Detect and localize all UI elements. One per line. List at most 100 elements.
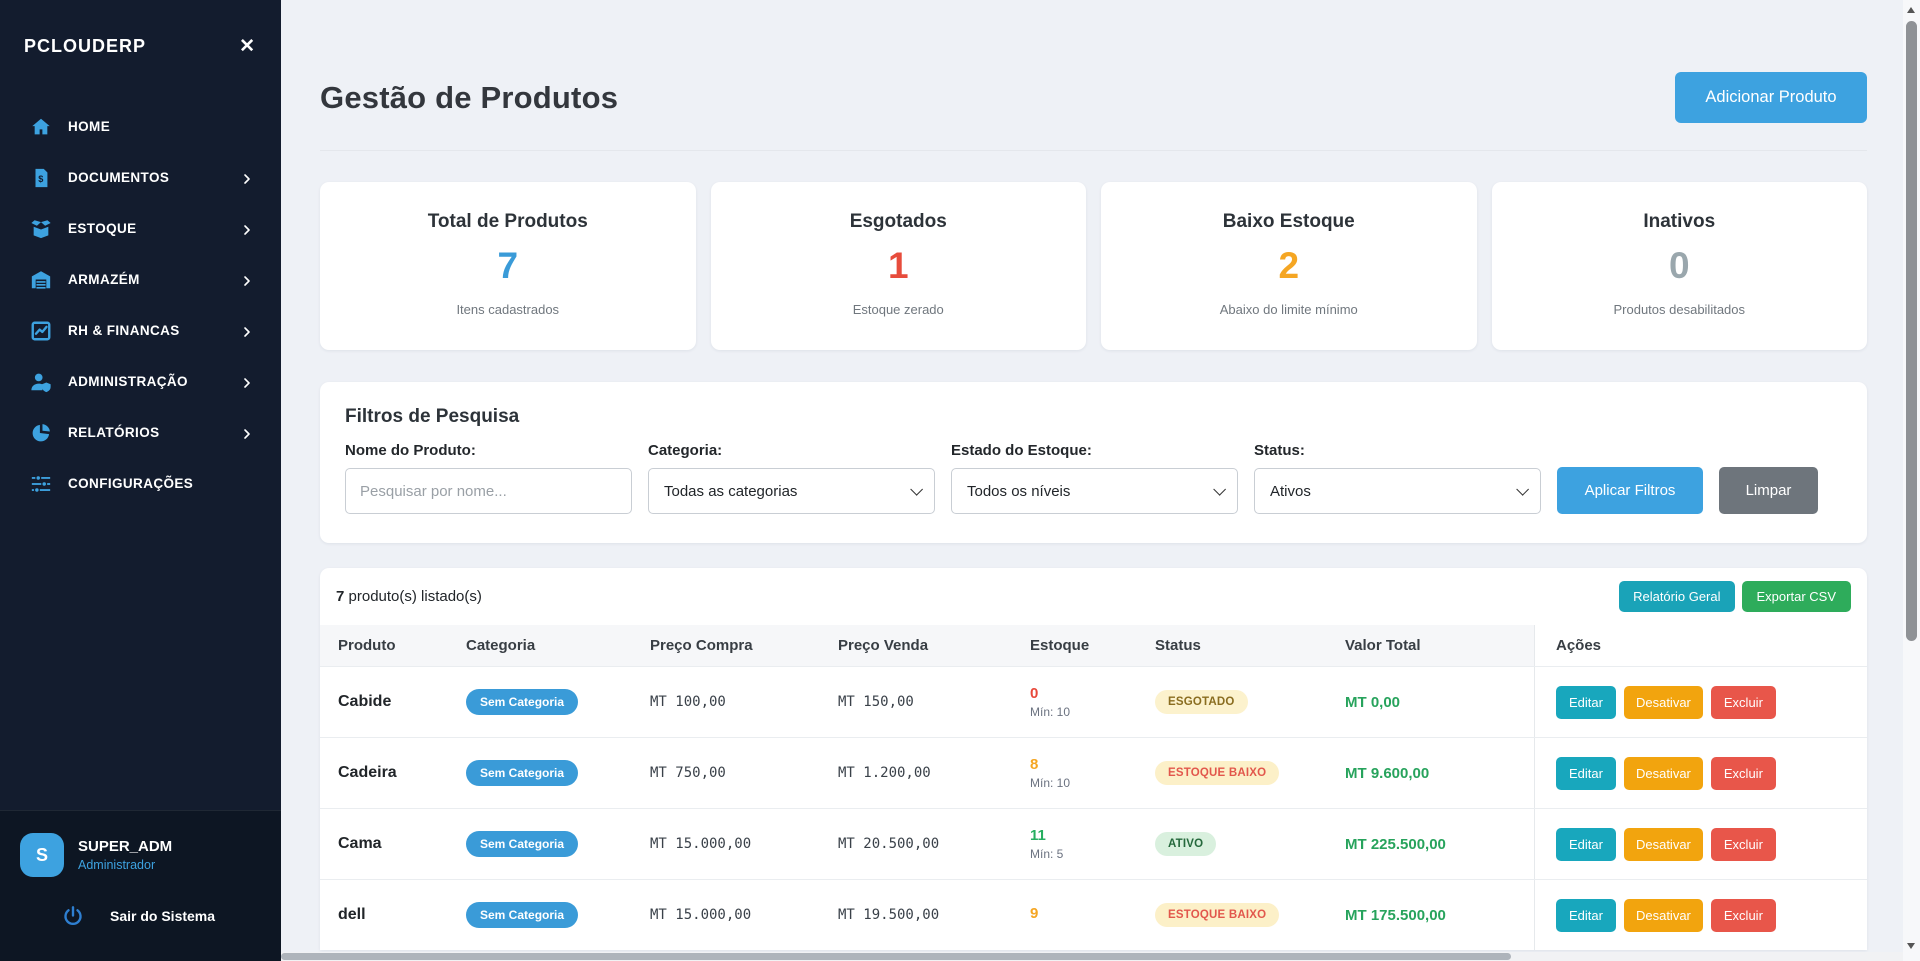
edit-button[interactable]: Editar	[1556, 899, 1616, 932]
sale-price: MT 150,00	[838, 694, 1030, 710]
sale-price: MT 1.200,00	[838, 765, 1030, 781]
stock-quantity: 0	[1030, 685, 1155, 702]
box-open-icon	[30, 218, 52, 240]
chevron-right-icon	[241, 223, 253, 235]
status-label: Status:	[1254, 442, 1541, 459]
stat-card-baixo-estoque: Baixo Estoque 2 Abaixo do limite mínimo	[1101, 182, 1477, 350]
stat-subtitle: Estoque zerado	[711, 302, 1087, 317]
status-badge: ESTOQUE BAIXO	[1155, 761, 1279, 785]
stock-minimum: Mín: 10	[1030, 776, 1155, 790]
vertical-scrollbar[interactable]	[1903, 0, 1920, 961]
brand-logo: PCLOUDERP	[24, 36, 146, 57]
table-row: Cadeira Sem Categoria MT 750,00 MT 1.200…	[320, 737, 1867, 808]
sidebar-item-configuracoes[interactable]: CONFIGURAÇÕES	[0, 458, 281, 509]
status-badge: ATIVO	[1155, 832, 1216, 856]
sidebar-item-home[interactable]: HOME	[0, 101, 281, 152]
main-content: Gestão de Produtos Adicionar Produto Tot…	[281, 0, 1903, 952]
page-title: Gestão de Produtos	[320, 80, 618, 116]
search-input[interactable]	[345, 468, 632, 514]
disable-button[interactable]: Desativar	[1624, 899, 1703, 932]
stock-state-select[interactable]: Todos os níveis	[951, 468, 1238, 514]
disable-button[interactable]: Desativar	[1624, 828, 1703, 861]
scroll-down-arrow[interactable]	[1907, 943, 1915, 949]
disable-button[interactable]: Desativar	[1624, 757, 1703, 790]
stat-card-esgotados: Esgotados 1 Estoque zerado	[711, 182, 1087, 350]
purchase-price: MT 15.000,00	[650, 907, 838, 923]
stat-value: 1	[711, 245, 1087, 287]
stock-minimum: Mín: 5	[1030, 847, 1155, 861]
status-badge: ESTOQUE BAIXO	[1155, 903, 1279, 927]
stat-title: Esgotados	[711, 211, 1087, 233]
column-header-preco-compra: Preço Compra	[650, 637, 838, 654]
delete-button[interactable]: Excluir	[1711, 899, 1776, 932]
chevron-down-icon	[1213, 483, 1226, 496]
disable-button[interactable]: Desativar	[1624, 686, 1703, 719]
delete-button[interactable]: Excluir	[1711, 757, 1776, 790]
chevron-right-icon	[241, 427, 253, 439]
purchase-price: MT 15.000,00	[650, 836, 838, 852]
stats-row: Total de Produtos 7 Itens cadastrados Es…	[320, 182, 1867, 350]
stock-quantity: 11	[1030, 827, 1155, 844]
table-row: Cama Sem Categoria MT 15.000,00 MT 20.50…	[320, 808, 1867, 879]
scroll-up-arrow[interactable]	[1907, 7, 1915, 13]
stat-title: Inativos	[1492, 211, 1868, 233]
products-table-panel: 7 produto(s) listado(s) Relatório Geral …	[320, 568, 1867, 950]
stock-minimum: Mín: 10	[1030, 705, 1155, 719]
stock-quantity: 8	[1030, 756, 1155, 773]
export-csv-button[interactable]: Exportar CSV	[1742, 581, 1851, 612]
stock-quantity: 9	[1030, 905, 1155, 922]
purchase-price: MT 100,00	[650, 694, 838, 710]
general-report-button[interactable]: Relatório Geral	[1619, 581, 1734, 612]
user-shield-icon	[30, 371, 52, 393]
category-badge: Sem Categoria	[466, 760, 578, 786]
edit-button[interactable]: Editar	[1556, 828, 1616, 861]
sidebar-item-documentos[interactable]: $ DOCUMENTOS	[0, 152, 281, 203]
delete-button[interactable]: Excluir	[1711, 828, 1776, 861]
horizontal-scrollbar-thumb[interactable]	[281, 953, 1511, 960]
vertical-scrollbar-thumb[interactable]	[1906, 21, 1917, 641]
sidebar-item-label: ADMINISTRAÇÃO	[68, 374, 241, 389]
horizontal-scrollbar[interactable]	[281, 952, 1903, 961]
product-name: Cama	[338, 835, 466, 853]
category-label: Categoria:	[648, 442, 935, 459]
stat-subtitle: Itens cadastrados	[320, 302, 696, 317]
edit-button[interactable]: Editar	[1556, 686, 1616, 719]
category-badge: Sem Categoria	[466, 831, 578, 857]
apply-filters-button[interactable]: Aplicar Filtros	[1557, 467, 1703, 514]
chevron-right-icon	[241, 274, 253, 286]
status-badge: ESGOTADO	[1155, 690, 1248, 714]
stat-card-inativos: Inativos 0 Produtos desabilitados	[1492, 182, 1868, 350]
avatar: S	[20, 833, 64, 877]
sidebar-item-label: CONFIGURAÇÕES	[68, 476, 253, 491]
sidebar-item-armazem[interactable]: ARMAZÉM	[0, 254, 281, 305]
table-row: dell Sem Categoria MT 15.000,00 MT 19.50…	[320, 879, 1867, 950]
total-value: MT 9.600,00	[1345, 765, 1534, 782]
column-header-estoque: Estoque	[1030, 637, 1155, 654]
table-row: Cabide Sem Categoria MT 100,00 MT 150,00…	[320, 666, 1867, 737]
column-header-acoes: Ações	[1534, 625, 1867, 666]
logout-button[interactable]: Sair do Sistema	[20, 905, 261, 927]
sidebar-item-rh-financas[interactable]: RH & FINANCAS	[0, 305, 281, 356]
clear-filters-button[interactable]: Limpar	[1719, 467, 1818, 514]
stock-state-label: Estado do Estoque:	[951, 442, 1238, 459]
close-sidebar-icon[interactable]: ✕	[239, 37, 255, 56]
filters-title: Filtros de Pesquisa	[345, 406, 1842, 428]
home-icon	[30, 116, 52, 138]
add-product-button[interactable]: Adicionar Produto	[1675, 72, 1867, 123]
status-select[interactable]: Ativos	[1254, 468, 1541, 514]
column-header-categoria: Categoria	[466, 637, 650, 654]
sidebar-item-relatorios[interactable]: RELATÓRIOS	[0, 407, 281, 458]
power-icon	[62, 905, 84, 927]
sidebar-item-estoque[interactable]: ESTOQUE	[0, 203, 281, 254]
total-value: MT 225.500,00	[1345, 836, 1534, 853]
user-role: Administrador	[78, 858, 172, 872]
stat-title: Baixo Estoque	[1101, 211, 1477, 233]
chevron-right-icon	[241, 376, 253, 388]
column-header-produto: Produto	[338, 637, 466, 654]
sidebar-item-administracao[interactable]: ADMINISTRAÇÃO	[0, 356, 281, 407]
user-section: S SUPER_ADM Administrador Sair do Sistem…	[0, 810, 281, 961]
delete-button[interactable]: Excluir	[1711, 686, 1776, 719]
document-dollar-icon: $	[30, 167, 52, 189]
category-select[interactable]: Todas as categorias	[648, 468, 935, 514]
edit-button[interactable]: Editar	[1556, 757, 1616, 790]
